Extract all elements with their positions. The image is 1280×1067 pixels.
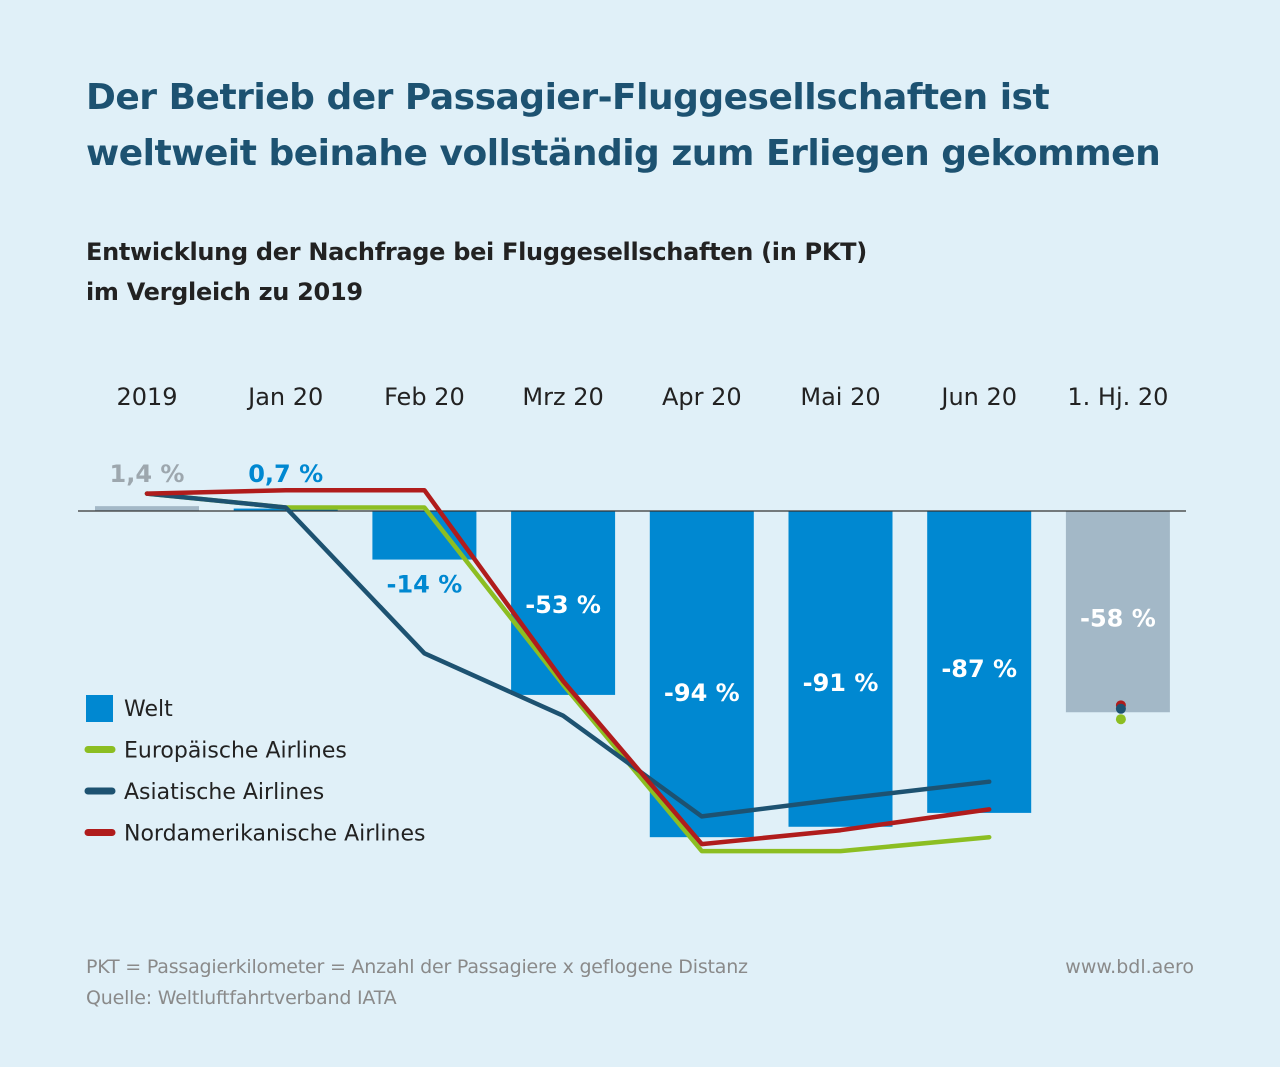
bar-welt-mai-20 xyxy=(788,511,893,827)
data-label-apr-20: -94 % xyxy=(664,679,740,707)
bar-welt-apr-20 xyxy=(649,511,754,838)
category-label-mrz-20: Mrz 20 xyxy=(522,383,603,411)
category-label-apr-20: Apr 20 xyxy=(662,383,742,411)
legend-label-europ-ische-airlines: Europäische Airlines xyxy=(124,739,347,764)
footer-notes: PKT = Passagierkilometer = Anzahl der Pa… xyxy=(86,952,748,1014)
dot-europ-ische-airlines-half-year xyxy=(1115,714,1126,725)
category-label-mai-20: Mai 20 xyxy=(800,383,880,411)
line-nordamerikanische-airlines xyxy=(144,487,992,847)
line-asiatische-airlines xyxy=(144,491,992,819)
chart-subtitle-line-1: Entwicklung der Nachfrage bei Fluggesell… xyxy=(86,238,867,266)
legend-label-nordamerikanische-airlines: Nordamerikanische Airlines xyxy=(124,822,425,847)
data-label-jun-20: -87 % xyxy=(941,655,1017,683)
chart-title-line-2: weltweit beinahe vollständig zum Erliege… xyxy=(86,133,1161,174)
data-label-2019: 1,4 % xyxy=(110,460,185,488)
chart-subtitle-line-2: im Vergleich zu 2019 xyxy=(86,278,363,306)
category-label-2019: 2019 xyxy=(116,383,177,411)
category-label-1-hj-20: 1. Hj. 20 xyxy=(1067,383,1168,411)
data-label-mai-20: -91 % xyxy=(803,669,879,697)
footer-source: Quelle: Weltluftfahrtverband IATA xyxy=(86,987,397,1009)
legend-swatch-welt xyxy=(86,695,113,722)
data-label-feb-20: -14 % xyxy=(387,571,463,599)
chart-title-line-1: Der Betrieb der Passagier-Fluggesellscha… xyxy=(86,77,1050,118)
dot-asiatische-airlines-half-year xyxy=(1115,703,1126,714)
chart-subtitle: Entwicklung der Nachfrage bei Fluggesell… xyxy=(86,232,867,312)
data-label-mrz-20: -53 % xyxy=(525,591,601,619)
chart-title: Der Betrieb der Passagier-Fluggesellscha… xyxy=(86,70,1236,182)
footer-website: www.bdl.aero xyxy=(1065,956,1194,978)
bar-welt-jun-20 xyxy=(927,511,1032,813)
data-label-1-hj-20: -58 % xyxy=(1080,604,1156,632)
data-label-jan-20: 0,7 % xyxy=(248,460,323,488)
category-label-feb-20: Feb 20 xyxy=(384,383,465,411)
legend-label-welt: Welt xyxy=(124,697,173,722)
legend-label-asiatische-airlines: Asiatische Airlines xyxy=(124,780,324,805)
bar-welt-mrz-20 xyxy=(511,511,616,695)
category-label-jan-20: Jan 20 xyxy=(246,383,323,411)
bar-welt-1-hj-20 xyxy=(1065,511,1170,713)
bar-welt-2019 xyxy=(95,506,199,511)
chart: 2019 Jan 20 Feb 20 Mrz 20 Apr 20 Mai 20 Jun 20… xyxy=(78,383,1186,854)
footer-definition: PKT = Passagierkilometer = Anzahl der Pa… xyxy=(86,956,748,978)
category-label-jun-20: Jun 20 xyxy=(939,383,1017,411)
